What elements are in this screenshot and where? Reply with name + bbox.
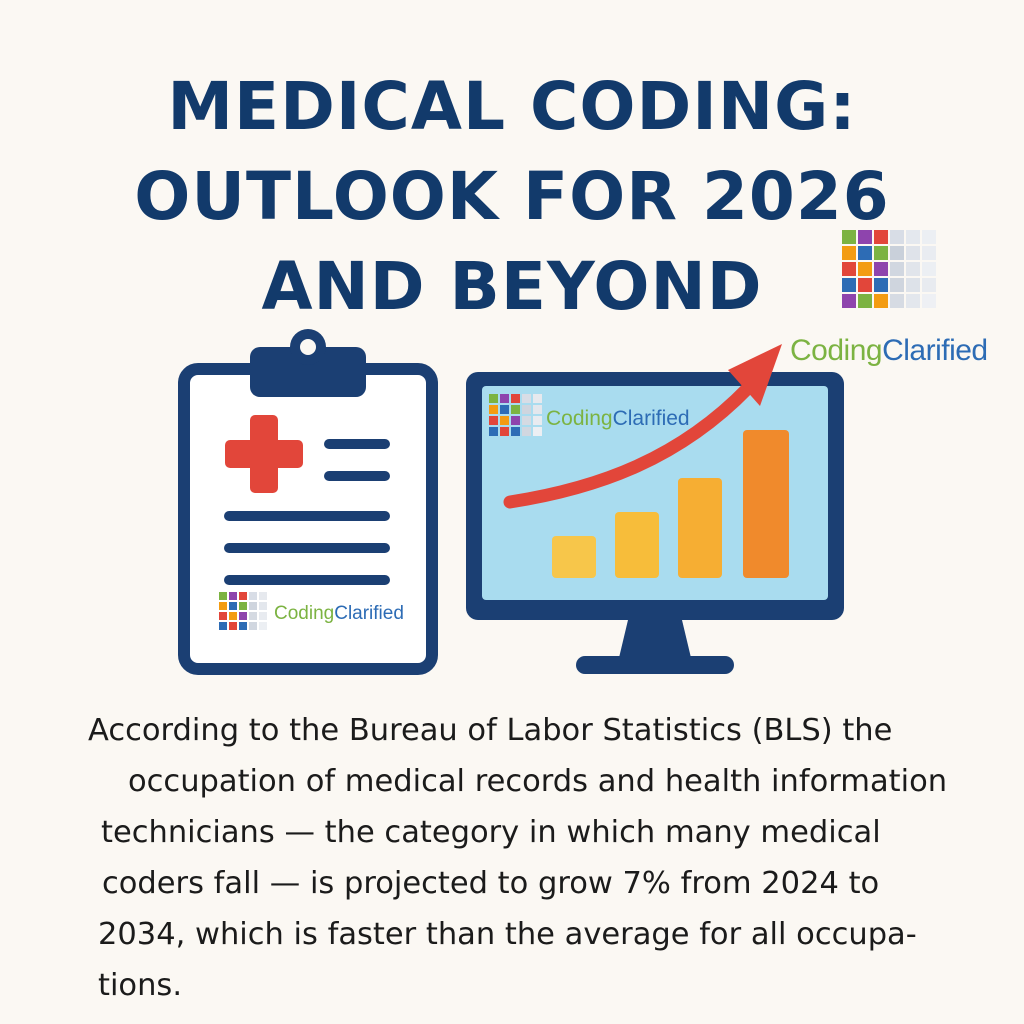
body-line-5: 2034, which is faster than the average f… — [98, 917, 917, 952]
growth-bar-chart-icon — [552, 430, 789, 578]
body-line-3: technicians — the category in which many… — [101, 815, 881, 850]
monitor-logo: CodingClarified — [488, 392, 690, 446]
monitor-icon — [466, 344, 844, 674]
logo-grid-icon — [842, 230, 936, 308]
logo-wordmark: CodingClarified — [274, 603, 404, 624]
clipboard-logo: CodingClarified — [218, 590, 404, 638]
logo-wordmark: CodingClarified — [790, 334, 988, 367]
medical-cross-icon — [225, 415, 303, 493]
logo-grid-icon — [489, 394, 542, 436]
title-line-1: MEDICAL CODING: — [167, 68, 857, 145]
title-line-3: AND BEYOND — [261, 248, 763, 325]
coding-clarified-logo: CodingClarified — [790, 222, 1010, 372]
title-line-2: OUTLOOK FOR 2026 — [134, 158, 890, 235]
body-line-1: According to the Bureau of Labor Statist… — [88, 713, 893, 748]
up-trend-arrow-icon — [503, 344, 782, 509]
logo-grid-icon — [219, 592, 267, 630]
body-paragraph: According to the Bureau of Labor Statist… — [88, 705, 988, 1011]
page-title: MEDICAL CODING: OUTLOOK FOR 2026 AND BEY… — [0, 62, 1024, 332]
body-line-4: coders fall — is projected to grow 7% fr… — [102, 866, 880, 901]
body-line-6: tions. — [98, 968, 183, 1003]
logo-wordmark: CodingClarified — [546, 407, 690, 430]
body-line-2: occupation of medical records and health… — [128, 764, 948, 799]
